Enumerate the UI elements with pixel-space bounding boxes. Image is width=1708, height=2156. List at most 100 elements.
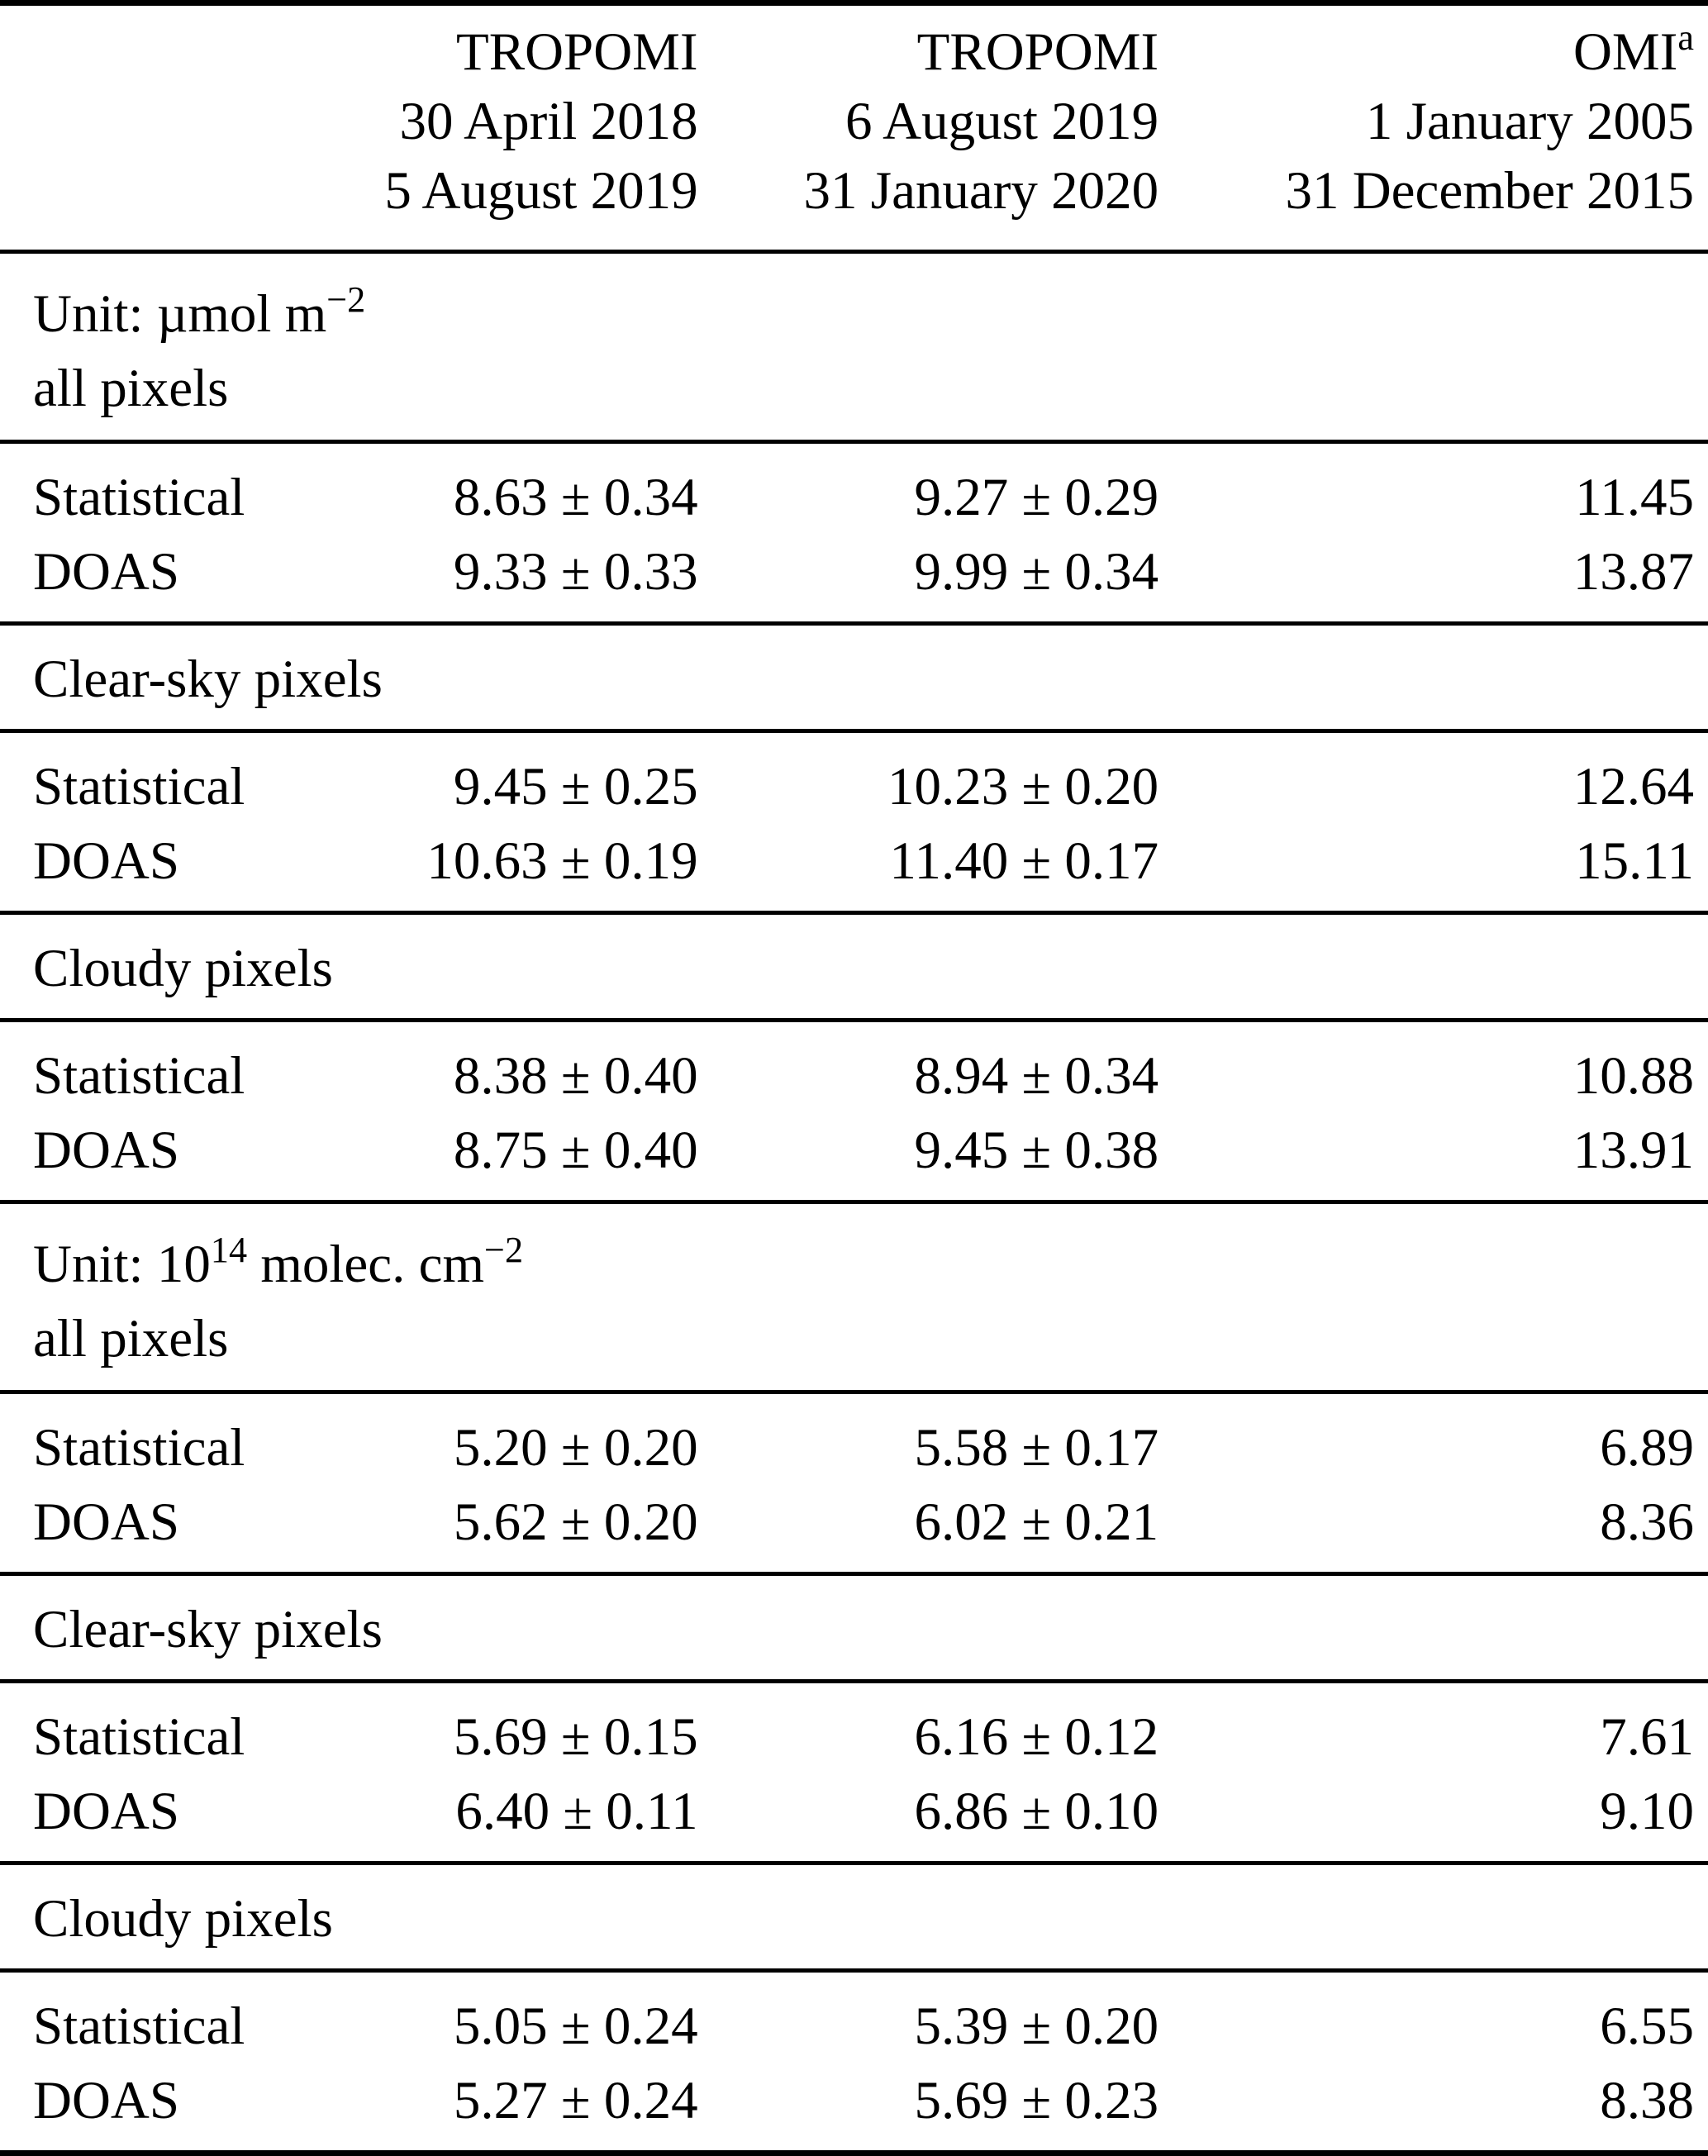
- value-tropomi-period1: 6.40 ± 0.11: [455, 1782, 698, 1841]
- value-tropomi-period1: 8.75 ± 0.40: [453, 1121, 698, 1180]
- horizontal-rule: [0, 1861, 1708, 1865]
- row-label: DOAS: [33, 2071, 179, 2130]
- value-omi: 6.89: [1600, 1418, 1694, 1478]
- unit-line: Unit: 1014 molec. cm−2: [0, 1227, 1708, 1302]
- horizontal-rule: [0, 1968, 1708, 1973]
- instrument-name-text: OMI: [1572, 22, 1678, 82]
- row-label: Statistical: [33, 757, 245, 816]
- row-label: DOAS: [33, 831, 179, 891]
- value-tropomi-period2: 10.23 ± 0.20: [887, 757, 1159, 816]
- bottom-rule: [0, 2150, 1708, 2156]
- table-row-doas: DOAS 6.40 ± 0.11 6.86 ± 0.10 9.10: [0, 1774, 1694, 1849]
- value-omi: 9.10: [1600, 1782, 1694, 1841]
- data-block: Statistical 5.20 ± 0.20 5.58 ± 0.17 6.89…: [0, 1394, 1708, 1572]
- value-tropomi-period2: 11.40 ± 0.17: [889, 831, 1159, 891]
- value-tropomi-period2: 6.16 ± 0.12: [914, 1707, 1159, 1767]
- period-end-date: 5 August 2019: [384, 161, 698, 221]
- unit-text: molec. cm: [247, 1235, 485, 1294]
- value-tropomi-period1: 5.20 ± 0.20: [453, 1418, 698, 1478]
- row-label: DOAS: [33, 1492, 179, 1552]
- value-omi: 10.88: [1572, 1046, 1694, 1106]
- section-title-unit-molec: Unit: 1014 molec. cm−2 all pixels: [0, 1204, 1708, 1390]
- top-rule: [0, 0, 1708, 6]
- value-tropomi-period1: 5.69 ± 0.15: [453, 1707, 698, 1767]
- value-tropomi-period2: 6.02 ± 0.21: [914, 1492, 1159, 1552]
- unit-exponent: −2: [326, 278, 366, 320]
- value-tropomi-period1: 5.05 ± 0.24: [453, 1997, 698, 2056]
- horizontal-rule: [0, 250, 1708, 254]
- value-tropomi-period1: 9.45 ± 0.25: [453, 757, 698, 816]
- value-tropomi-period2: 9.45 ± 0.38: [914, 1121, 1159, 1180]
- pixel-scope-line: Cloudy pixels: [33, 939, 333, 998]
- row-label: Statistical: [33, 1418, 245, 1478]
- pixel-scope-line: Clear-sky pixels: [33, 1600, 383, 1659]
- row-label: Statistical: [33, 1707, 245, 1767]
- row-label: Statistical: [33, 468, 245, 527]
- value-tropomi-period1: 8.63 ± 0.34: [453, 468, 698, 527]
- value-tropomi-period2: 5.69 ± 0.23: [914, 2071, 1159, 2130]
- value-omi: 7.61: [1600, 1707, 1694, 1767]
- value-tropomi-period1: 10.63 ± 0.19: [426, 831, 698, 891]
- section-title-cloudy-2: Cloudy pixels: [0, 1865, 1708, 1968]
- table-row-doas: DOAS 5.62 ± 0.20 6.02 ± 0.21 8.36: [0, 1485, 1694, 1559]
- data-block: Statistical 9.45 ± 0.25 10.23 ± 0.20 12.…: [0, 733, 1708, 911]
- unit-exponent: −2: [484, 1229, 524, 1270]
- pixel-scope-line: Clear-sky pixels: [33, 650, 383, 709]
- horizontal-rule: [0, 1679, 1708, 1683]
- section-title-cloudy-1: Cloudy pixels: [0, 915, 1708, 1018]
- table-row-doas: DOAS 9.33 ± 0.33 9.99 ± 0.34 13.87: [0, 535, 1694, 609]
- value-tropomi-period2: 5.58 ± 0.17: [914, 1418, 1159, 1478]
- row-label: DOAS: [33, 542, 179, 602]
- data-block: Statistical 5.05 ± 0.24 5.39 ± 0.20 6.55…: [0, 1973, 1708, 2150]
- period-start-date: 30 April 2018: [399, 92, 698, 151]
- unit-text: Unit: µmol m: [33, 284, 327, 344]
- value-tropomi-period2: 9.27 ± 0.29: [914, 468, 1159, 527]
- horizontal-rule: [0, 1390, 1708, 1394]
- unit-text: Unit: 10: [33, 1235, 211, 1294]
- horizontal-rule: [0, 440, 1708, 444]
- period-end-date: 31 January 2020: [803, 161, 1159, 221]
- horizontal-rule: [0, 911, 1708, 915]
- value-omi: 12.64: [1572, 757, 1694, 816]
- table-row-doas: DOAS 8.75 ± 0.40 9.45 ± 0.38 13.91: [0, 1113, 1694, 1187]
- horizontal-rule: [0, 621, 1708, 626]
- table-row-statistical: Statistical 8.63 ± 0.34 9.27 ± 0.29 11.4…: [0, 460, 1694, 535]
- row-label: Statistical: [33, 1046, 245, 1106]
- section-title-unit-umol: Unit: µmol m−2 all pixels: [0, 254, 1708, 440]
- header-col-tropomi-period1: TROPOMI 30 April 2018 5 August 2019: [288, 17, 698, 226]
- value-omi: 13.87: [1572, 542, 1694, 602]
- table-row-statistical: Statistical 8.38 ± 0.40 8.94 ± 0.34 10.8…: [0, 1039, 1694, 1113]
- value-omi: 8.36: [1600, 1492, 1694, 1552]
- instrument-name: TROPOMI: [916, 22, 1159, 82]
- header-col-tropomi-period2: TROPOMI 6 August 2019 31 January 2020: [698, 17, 1159, 226]
- table-row-statistical: Statistical 9.45 ± 0.25 10.23 ± 0.20 12.…: [0, 750, 1694, 824]
- data-block: Statistical 8.63 ± 0.34 9.27 ± 0.29 11.4…: [0, 444, 1708, 621]
- header-col-omi: OMIa 1 January 2005 31 December 2015: [1158, 17, 1694, 226]
- header-spacer: [0, 17, 288, 226]
- value-tropomi-period2: 6.86 ± 0.10: [914, 1782, 1159, 1841]
- period-start-date: 1 January 2005: [1365, 92, 1694, 151]
- data-block: Statistical 5.69 ± 0.15 6.16 ± 0.12 7.61…: [0, 1683, 1708, 1861]
- value-tropomi-period1: 5.62 ± 0.20: [453, 1492, 698, 1552]
- unit-line: Unit: µmol m−2: [0, 277, 1708, 351]
- horizontal-rule: [0, 1572, 1708, 1576]
- table-row-statistical: Statistical 5.20 ± 0.20 5.58 ± 0.17 6.89: [0, 1411, 1694, 1485]
- value-omi: 11.45: [1575, 468, 1694, 527]
- section-title-clear-sky-2: Clear-sky pixels: [0, 1576, 1708, 1679]
- footnote-marker: a: [1677, 17, 1694, 58]
- row-label: DOAS: [33, 1121, 179, 1180]
- horizontal-rule: [0, 1200, 1708, 1204]
- table-row-doas: DOAS 5.27 ± 0.24 5.69 ± 0.23 8.38: [0, 2063, 1694, 2138]
- pixel-scope-line: all pixels: [33, 1309, 229, 1368]
- value-omi: 8.38: [1600, 2071, 1694, 2130]
- pixel-scope-line: all pixels: [33, 359, 229, 418]
- table-header: TROPOMI 30 April 2018 5 August 2019 TROP…: [0, 6, 1694, 250]
- data-block: Statistical 8.38 ± 0.40 8.94 ± 0.34 10.8…: [0, 1022, 1708, 1200]
- table-row-doas: DOAS 10.63 ± 0.19 11.40 ± 0.17 15.11: [0, 824, 1694, 898]
- value-tropomi-period2: 9.99 ± 0.34: [914, 542, 1159, 602]
- value-omi: 6.55: [1600, 1997, 1694, 2056]
- instrument-name: TROPOMI: [456, 22, 698, 82]
- value-tropomi-period1: 9.33 ± 0.33: [453, 542, 698, 602]
- value-tropomi-period1: 5.27 ± 0.24: [453, 2071, 698, 2130]
